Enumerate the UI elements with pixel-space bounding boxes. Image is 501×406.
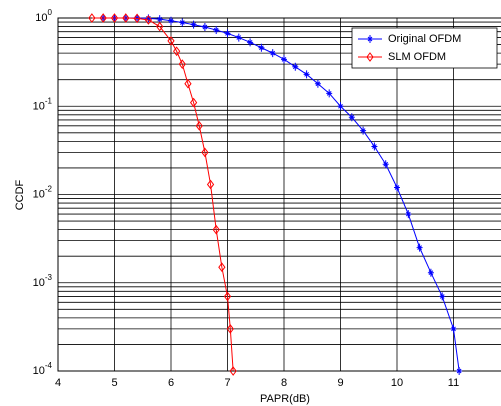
legend-marker	[366, 52, 374, 62]
x-tick-label: 5	[111, 377, 117, 389]
point	[326, 89, 333, 98]
legend-marker	[367, 35, 373, 43]
point	[269, 49, 276, 58]
point	[314, 79, 321, 88]
line	[91, 17, 234, 372]
legend-label: SLM OFDM	[388, 51, 446, 63]
point	[456, 367, 463, 375]
point	[173, 46, 181, 57]
y-tick-label: 10-1	[33, 96, 53, 112]
legend-label: Original OFDM	[388, 33, 461, 45]
y-tick-label: 10-3	[33, 273, 53, 289]
x-tick-label: 6	[168, 377, 174, 389]
point	[195, 120, 203, 131]
point	[337, 102, 344, 111]
x-axis-label: PAPR(dB)	[260, 393, 310, 405]
point	[223, 291, 232, 302]
y-tick-label: 10-4	[33, 361, 53, 377]
point	[213, 26, 220, 35]
point	[229, 366, 237, 376]
point	[156, 15, 163, 24]
point	[206, 179, 215, 190]
point	[201, 147, 209, 158]
point	[145, 14, 152, 23]
point	[360, 126, 367, 135]
point	[88, 13, 96, 23]
point	[382, 160, 389, 169]
point	[405, 210, 412, 219]
point	[122, 13, 130, 23]
point	[226, 324, 234, 334]
x-tick-label: 10	[391, 377, 403, 389]
point	[189, 97, 198, 108]
point	[303, 70, 310, 79]
y-tick-label: 100	[35, 8, 52, 24]
point	[247, 38, 254, 47]
point	[427, 268, 434, 277]
point	[184, 78, 192, 89]
point	[224, 29, 231, 38]
x-tick-label: 8	[281, 377, 287, 389]
point	[167, 36, 175, 46]
point	[110, 13, 119, 23]
point	[179, 18, 186, 27]
point	[168, 16, 174, 25]
x-tick-label: 9	[337, 377, 343, 389]
point	[439, 292, 446, 301]
legend: Original OFDM SLM OFDM	[351, 27, 498, 69]
point	[281, 55, 287, 64]
point	[450, 324, 457, 333]
point	[190, 20, 197, 29]
y-axis-label: CCDF	[14, 179, 26, 210]
plot-frame	[57, 17, 501, 372]
point	[416, 243, 423, 252]
point	[371, 142, 378, 151]
y-tick-label: 10-2	[33, 185, 53, 201]
point	[133, 13, 141, 24]
point	[201, 23, 208, 32]
x-tick-label: 4	[55, 377, 61, 389]
point	[156, 21, 164, 32]
point	[218, 262, 226, 273]
point	[144, 15, 153, 25]
point	[348, 113, 355, 122]
point	[258, 43, 265, 52]
point	[99, 13, 107, 23]
x-tick-label: 7	[224, 377, 230, 389]
point	[212, 224, 220, 235]
x-tick-label: 11	[448, 377, 459, 389]
point	[235, 33, 242, 42]
legend-box	[351, 27, 498, 69]
point	[394, 183, 400, 192]
point	[292, 62, 299, 71]
point	[178, 59, 186, 69]
